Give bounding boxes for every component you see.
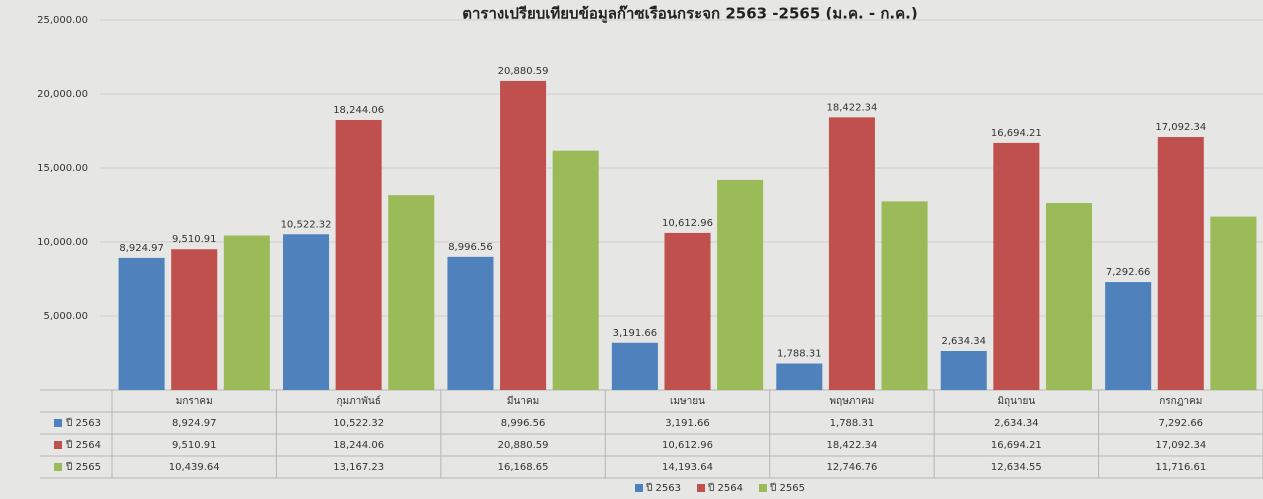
legend-swatch bbox=[54, 441, 62, 449]
y-tick-label: 10,000.00 bbox=[37, 237, 88, 248]
data-label: 16,694.21 bbox=[991, 128, 1042, 139]
legend-swatch bbox=[697, 484, 705, 492]
category-label: เมษายน bbox=[670, 396, 705, 407]
legend-label: ปี 2563 bbox=[645, 482, 681, 494]
data-label: 8,924.97 bbox=[119, 243, 164, 254]
table-cell: 13,167.23 bbox=[333, 462, 384, 473]
table-series-label: ปี 2563 bbox=[65, 417, 101, 429]
bar bbox=[829, 117, 875, 390]
bar bbox=[119, 258, 165, 390]
table-series-label: ปี 2565 bbox=[65, 461, 101, 473]
table-cell: 3,191.66 bbox=[665, 418, 710, 429]
chart-title: ตารางเปรียบเทียบข้อมูลก๊าซเรือนกระจก 256… bbox=[462, 5, 917, 24]
table-cell: 9,510.91 bbox=[172, 440, 217, 451]
bar bbox=[447, 257, 493, 390]
table-cell: 10,522.32 bbox=[333, 418, 384, 429]
data-label: 17,092.34 bbox=[1155, 122, 1206, 133]
data-label: 1,788.31 bbox=[777, 349, 822, 360]
bar bbox=[664, 233, 710, 390]
legend-swatch bbox=[759, 484, 767, 492]
data-label: 7,292.66 bbox=[1106, 267, 1151, 278]
table-cell: 20,880.59 bbox=[498, 440, 549, 451]
bar bbox=[500, 81, 546, 390]
data-label: 9,510.91 bbox=[172, 234, 217, 245]
table-cell: 11,716.61 bbox=[1155, 462, 1206, 473]
category-label: มิถุนายน bbox=[997, 396, 1035, 407]
y-tick-label: 20,000.00 bbox=[37, 89, 88, 100]
bar bbox=[993, 143, 1039, 390]
table-cell: 7,292.66 bbox=[1159, 418, 1204, 429]
data-label: 10,612.96 bbox=[662, 218, 713, 229]
table-cell: 18,422.34 bbox=[826, 440, 877, 451]
bar bbox=[553, 151, 599, 390]
legend-label: ปี 2565 bbox=[769, 482, 805, 494]
category-label: มกราคม bbox=[176, 396, 213, 407]
category-label: มีนาคม bbox=[507, 395, 539, 407]
data-label: 3,191.66 bbox=[613, 328, 658, 339]
table-cell: 18,244.06 bbox=[333, 440, 384, 451]
data-label: 2,634.34 bbox=[941, 336, 986, 347]
table-cell: 16,168.65 bbox=[498, 462, 549, 473]
data-label: 20,880.59 bbox=[498, 66, 549, 77]
bar bbox=[882, 201, 928, 390]
legend-swatch bbox=[54, 463, 62, 471]
y-tick-label: 5,000.00 bbox=[43, 311, 88, 322]
table-cell: 12,634.55 bbox=[991, 462, 1042, 473]
data-label: 18,422.34 bbox=[826, 102, 877, 113]
table-cell: 16,694.21 bbox=[991, 440, 1042, 451]
data-label: 8,996.56 bbox=[448, 242, 493, 253]
legend-label: ปี 2564 bbox=[707, 482, 743, 494]
bar bbox=[388, 195, 434, 390]
bar bbox=[1210, 217, 1256, 390]
table-cell: 2,634.34 bbox=[994, 418, 1039, 429]
table-cell: 12,746.76 bbox=[826, 462, 877, 473]
bar bbox=[1105, 282, 1151, 390]
legend-swatch bbox=[635, 484, 643, 492]
bar bbox=[171, 249, 217, 390]
y-tick-label: 25,000.00 bbox=[37, 15, 88, 26]
bar bbox=[717, 180, 763, 390]
bar bbox=[283, 234, 329, 390]
table-cell: 1,788.31 bbox=[830, 418, 875, 429]
table-cell: 8,996.56 bbox=[501, 418, 546, 429]
legend-swatch bbox=[54, 419, 62, 427]
data-label: 10,522.32 bbox=[281, 219, 332, 230]
category-label: กุมภาพันธ์ bbox=[336, 395, 380, 407]
table-cell: 17,092.34 bbox=[1155, 440, 1206, 451]
bar bbox=[612, 343, 658, 390]
category-label: กรกฎาคม bbox=[1159, 396, 1202, 407]
category-label: พฤษภาคม bbox=[830, 396, 875, 407]
table-cell: 10,439.64 bbox=[169, 462, 220, 473]
data-label: 18,244.06 bbox=[333, 105, 384, 116]
table-cell: 8,924.97 bbox=[172, 418, 217, 429]
bar bbox=[224, 235, 270, 390]
bar bbox=[776, 364, 822, 390]
bar bbox=[941, 351, 987, 390]
y-tick-label: 15,000.00 bbox=[37, 163, 88, 174]
table-cell: 14,193.64 bbox=[662, 462, 713, 473]
bar bbox=[1046, 203, 1092, 390]
bar bbox=[1158, 137, 1204, 390]
table-series-label: ปี 2564 bbox=[65, 439, 101, 451]
chart: ตารางเปรียบเทียบข้อมูลก๊าซเรือนกระจก 256… bbox=[0, 0, 1263, 499]
table-cell: 10,612.96 bbox=[662, 440, 713, 451]
bar bbox=[336, 120, 382, 390]
